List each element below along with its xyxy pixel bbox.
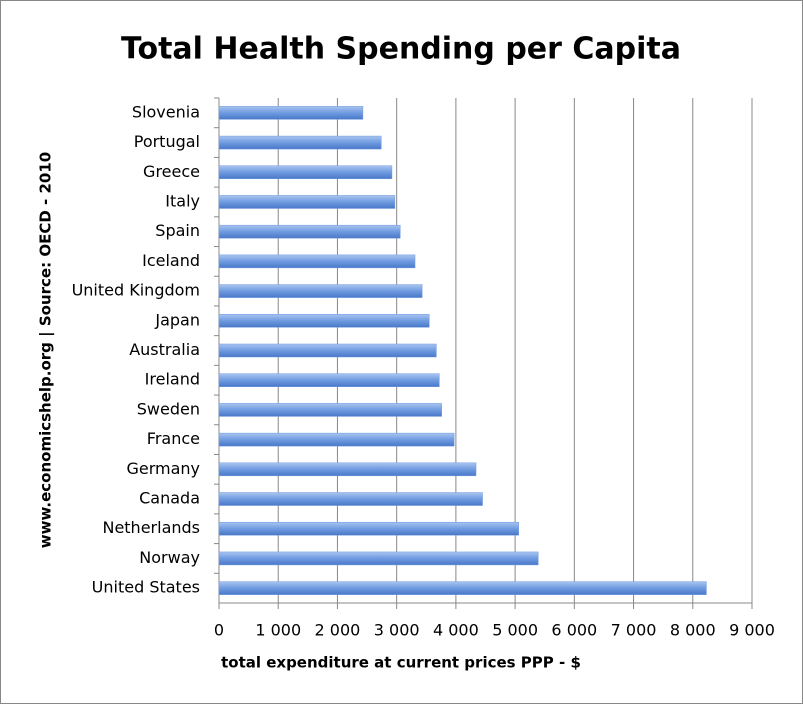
x-tick-label: 5 000 [492,621,538,640]
y-tick-label: Italy [165,191,200,210]
y-tick-label: France [147,429,200,448]
bar [218,403,442,417]
y-tick-label: Germany [126,459,200,478]
x-tick-label: 3 000 [374,621,420,640]
bar [218,284,423,298]
y-tick-label: Japan [154,310,200,329]
y-tick-label: United Kingdom [72,281,200,300]
y-tick-label: Slovenia [132,102,200,121]
bar [218,462,477,477]
bar [218,224,401,239]
y-tick-label: Spain [155,221,200,240]
y-axis-label: www.economicshelp.org | Source: OECD - 2… [37,152,56,548]
y-tick-label: Portugal [134,132,200,151]
y-tick-label: Greece [143,162,200,181]
bar [218,195,396,209]
y-tick-label: Netherlands [102,518,200,537]
x-tick-label: 8 000 [670,621,716,640]
bar [218,254,416,269]
x-axis-label: total expenditure at current prices PPP … [221,654,581,672]
bar [218,135,382,150]
x-tick-label: 7 000 [611,621,657,640]
y-tick-label: United States [92,578,200,597]
bar [218,373,440,387]
y-tick-label: Canada [139,489,200,508]
x-tick-label: 6 000 [551,621,597,640]
x-tick-label: 2 000 [315,621,361,640]
y-tick-label: Sweden [137,399,200,418]
y-tick-label: Australia [129,340,200,359]
x-tick-label: 0 [214,621,224,640]
bar [218,581,707,595]
y-tick-label: Ireland [145,370,200,389]
bar [218,106,364,120]
bar [218,343,437,358]
bar [218,492,483,506]
x-tick-label: 4 000 [433,621,479,640]
chart-title: Total Health Spending per Capita [121,32,681,67]
y-tick-label: Iceland [142,251,200,270]
bar [218,432,455,447]
bar [218,551,539,566]
bar [218,314,430,328]
y-tick-label: Norway [139,548,200,567]
x-tick-label: 1 000 [255,621,301,640]
bar [218,521,519,536]
x-tick-label: 9 000 [729,621,775,640]
bar [218,165,393,180]
